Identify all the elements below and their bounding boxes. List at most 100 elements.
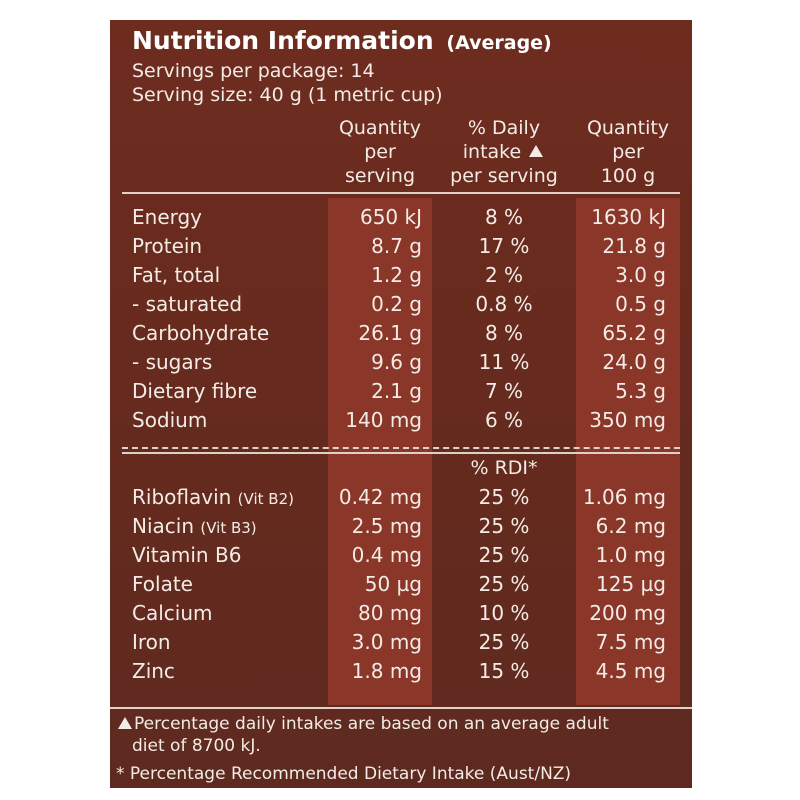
- vitamin-per-100g: 200 mg: [589, 601, 666, 625]
- column-highlight-per-serving: [328, 198, 432, 464]
- nutrient-per-serving: 26.1 g: [358, 321, 422, 345]
- nutrient-per-100g: 350 mg: [589, 408, 666, 432]
- nutrient-per-serving: 0.2 g: [371, 292, 422, 316]
- vitamin-name: Folate: [132, 572, 193, 596]
- divider-header: [122, 192, 680, 194]
- nutrient-label: Fat, total: [132, 263, 221, 287]
- header-per-serving-line: serving: [344, 165, 416, 187]
- nutrient-per-serving: 2.1 g: [371, 379, 422, 403]
- nutrient-daily-intake: 6 %: [484, 408, 524, 432]
- divider-dashed: [122, 447, 680, 449]
- vitamin-note: (Vit B3): [200, 519, 257, 537]
- vitamin-per-serving: 1.8 mg: [351, 659, 422, 683]
- triangle-icon: [118, 716, 132, 729]
- vitamin-rdi: 25 %: [478, 543, 530, 567]
- vitamin-per-serving: 50 µg: [364, 572, 422, 596]
- vitamin-rdi: 25 %: [478, 572, 530, 596]
- nutrient-per-100g: 0.5 g: [615, 292, 666, 316]
- header-daily-line: per serving: [450, 165, 558, 187]
- nutrient-daily-intake: 7 %: [484, 379, 524, 403]
- nutrient-per-100g: 24.0 g: [602, 350, 666, 374]
- vitamin-per-100g: 1.06 mg: [582, 485, 666, 509]
- nutrient-daily-intake: 2 %: [484, 263, 524, 287]
- vitamin-label: Calcium: [132, 601, 213, 625]
- vitamin-label: Folate: [132, 572, 193, 596]
- nutrient-daily-intake: 8 %: [484, 205, 524, 229]
- title-text: Nutrition Information: [132, 26, 434, 55]
- header-per-serving: Quantity per serving: [328, 116, 432, 188]
- panel-title: Nutrition Information (Average): [132, 26, 552, 55]
- nutrient-per-100g: 5.3 g: [615, 379, 666, 403]
- vitamin-name: Zinc: [132, 659, 175, 683]
- nutrient-per-100g: 21.8 g: [602, 234, 666, 258]
- vitamin-per-serving: 2.5 mg: [351, 514, 422, 538]
- footnote-rdi-text: Percentage Recommended Dietary Intake (A…: [129, 764, 572, 784]
- vitamin-per-100g: 125 µg: [596, 572, 666, 596]
- vitamin-label: Zinc: [132, 659, 175, 683]
- vitamin-label: Vitamin B6: [132, 543, 241, 567]
- vitamin-per-100g: 6.2 mg: [595, 514, 666, 538]
- divider-vitamins: [122, 452, 680, 454]
- nutrient-daily-intake: 0.8 %: [475, 292, 533, 316]
- vitamin-per-serving: 0.4 mg: [351, 543, 422, 567]
- vitamin-rdi: 25 %: [478, 485, 530, 509]
- nutrient-per-serving: 9.6 g: [371, 350, 422, 374]
- nutrient-label: Sodium: [132, 408, 208, 432]
- column-highlight-per-serving-vitamins: [328, 454, 432, 705]
- vitamin-rdi: 10 %: [478, 601, 530, 625]
- column-highlight-per-100g-vitamins: [576, 454, 680, 705]
- nutrient-per-100g: 1630 kJ: [591, 205, 666, 229]
- vitamin-label: Riboflavin (Vit B2): [132, 485, 294, 509]
- column-highlight-per-100g: [576, 198, 680, 464]
- vitamin-rdi: 25 %: [478, 630, 530, 654]
- nutrient-label: - sugars: [132, 350, 213, 374]
- nutrition-panel: Nutrition Information (Average) Servings…: [110, 20, 692, 788]
- vitamin-note: (Vit B2): [237, 490, 294, 508]
- header-per-100g-line: Quantity: [586, 117, 670, 139]
- header-per-serving-line: Quantity: [338, 117, 422, 139]
- vitamin-name: Calcium: [132, 601, 213, 625]
- header-daily-line-2: intake: [432, 140, 576, 164]
- vitamin-per-serving: 0.42 mg: [338, 485, 422, 509]
- header-per-serving-line: per: [364, 141, 396, 163]
- nutrient-per-serving: 140 mg: [345, 408, 422, 432]
- nutrient-daily-intake: 8 %: [484, 321, 524, 345]
- header-per-100g-line: per: [612, 141, 644, 163]
- triangle-icon: [529, 145, 544, 157]
- vitamin-rdi: 25 %: [478, 514, 530, 538]
- vitamin-label: Niacin (Vit B3): [132, 514, 257, 538]
- footnote-daily-line2: diet of 8700 kJ.: [132, 736, 261, 756]
- serving-size: Serving size: 40 g (1 metric cup): [132, 84, 443, 106]
- nutrient-daily-intake: 11 %: [478, 350, 530, 374]
- vitamin-rdi: 15 %: [478, 659, 530, 683]
- vitamin-per-serving: 80 mg: [358, 601, 422, 625]
- nutrient-label: Energy: [132, 205, 203, 229]
- asterisk-symbol: *: [116, 764, 125, 784]
- footnote-daily-line1: Percentage daily intakes are based on an…: [134, 714, 609, 734]
- footnote-daily-intake: Percentage daily intakes are based on an…: [116, 714, 609, 734]
- vitamin-per-serving: 3.0 mg: [351, 630, 422, 654]
- header-per-100g: Quantity per 100 g: [576, 116, 680, 188]
- vitamin-name: Riboflavin: [132, 485, 232, 509]
- header-daily-intake: % Daily intake per serving: [432, 116, 576, 188]
- vitamin-label: Iron: [132, 630, 171, 654]
- nutrient-label: - saturated: [132, 292, 243, 316]
- vitamin-name: Vitamin B6: [132, 543, 242, 567]
- vitamin-per-100g: 4.5 mg: [595, 659, 666, 683]
- divider-footnotes: [110, 707, 692, 709]
- rdi-header: % RDI*: [470, 457, 538, 479]
- nutrient-per-serving: 1.2 g: [371, 263, 422, 287]
- nutrient-daily-intake: 17 %: [478, 234, 530, 258]
- nutrient-per-serving: 650 kJ: [359, 205, 422, 229]
- nutrient-per-100g: 3.0 g: [615, 263, 666, 287]
- servings-per-package: Servings per package: 14: [132, 60, 375, 82]
- header-daily-line: % Daily: [467, 117, 541, 139]
- vitamin-name: Niacin: [132, 514, 195, 538]
- vitamin-per-100g: 7.5 mg: [595, 630, 666, 654]
- nutrient-label: Carbohydrate: [132, 321, 270, 345]
- nutrient-per-100g: 65.2 g: [602, 321, 666, 345]
- vitamin-per-100g: 1.0 mg: [595, 543, 666, 567]
- header-per-100g-line: 100 g: [600, 165, 656, 187]
- nutrient-per-serving: 8.7 g: [371, 234, 422, 258]
- vitamin-name: Iron: [132, 630, 171, 654]
